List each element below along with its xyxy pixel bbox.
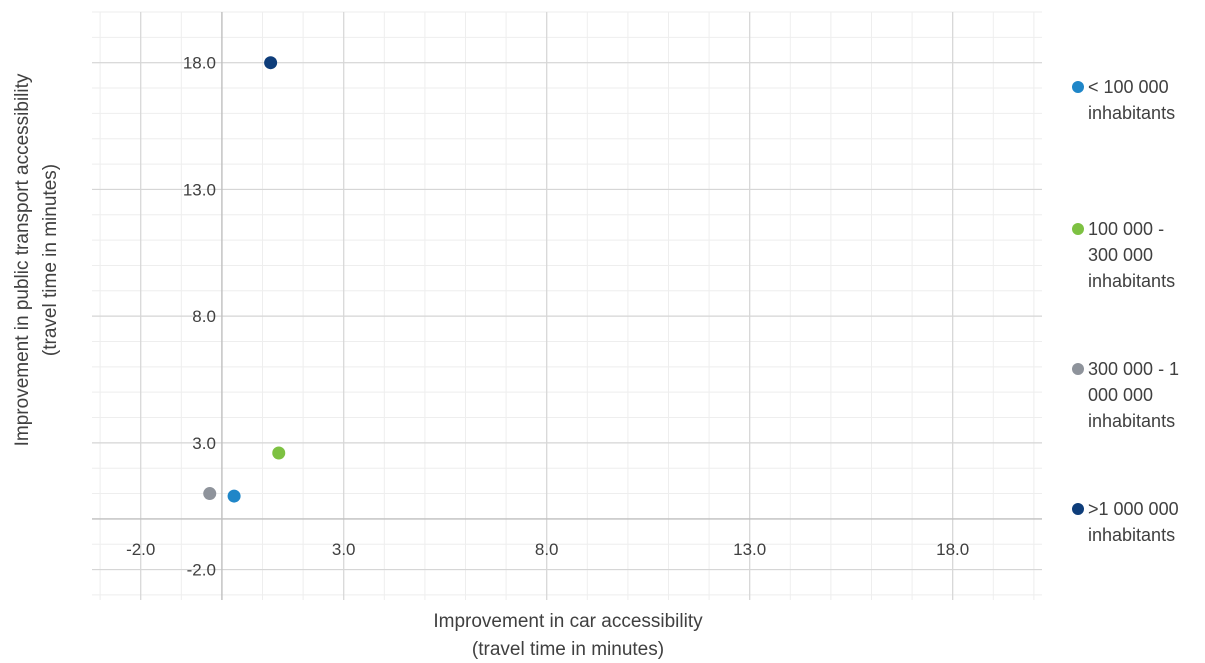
x-tick-label: 3.0 bbox=[332, 540, 356, 559]
axes bbox=[92, 12, 1042, 600]
x-axis-title-line1: Improvement in car accessibility bbox=[433, 611, 703, 632]
legend-label: 100 000 -300 000 inhabitants bbox=[1088, 219, 1176, 291]
y-tick-label: 13.0 bbox=[183, 180, 216, 199]
data-point bbox=[272, 446, 286, 460]
x-tick-label: -2.0 bbox=[126, 540, 155, 559]
legend-marker-icon bbox=[1072, 223, 1084, 235]
data-point bbox=[203, 487, 217, 501]
legend-item-gt-1m: >1 000 000 inhabitants bbox=[1072, 498, 1204, 548]
data-points bbox=[203, 56, 286, 503]
y-axis-title-line2: (travel time in minutes) bbox=[40, 164, 61, 356]
legend-item-100k-300k: 100 000 -300 000 inhabitants bbox=[1072, 218, 1204, 294]
y-tick-label: -2.0 bbox=[187, 561, 216, 580]
legend-label: < 100 000 inhabitants bbox=[1088, 77, 1176, 123]
y-tick-label: 18.0 bbox=[183, 54, 216, 73]
legend-marker-icon bbox=[1072, 81, 1084, 93]
gridlines bbox=[92, 11, 1042, 600]
x-axis-title-line2: (travel time in minutes) bbox=[472, 639, 664, 660]
legend-label: 300 000 - 1 000 000 inhabitants bbox=[1088, 359, 1180, 431]
y-tick-label: 3.0 bbox=[192, 434, 216, 453]
y-tick-label: 8.0 bbox=[192, 307, 216, 326]
legend-marker-icon bbox=[1072, 363, 1084, 375]
data-point bbox=[264, 56, 278, 70]
legend-label: >1 000 000 inhabitants bbox=[1088, 499, 1179, 545]
legend-item-300k-1m: 300 000 - 1 000 000 inhabitants bbox=[1072, 358, 1204, 434]
data-point bbox=[227, 489, 241, 503]
legend-marker-icon bbox=[1072, 503, 1084, 515]
x-tick-label: 8.0 bbox=[535, 540, 559, 559]
x-tick-label: 18.0 bbox=[936, 540, 969, 559]
y-axis-title-line1: Improvement in public transport accessib… bbox=[12, 73, 33, 446]
x-tick-label: 13.0 bbox=[733, 540, 766, 559]
tick-labels: -2.0 3.0 8.0 13.0 18.0 -2.0 3.0 8.0 13.0 18.0 bbox=[126, 54, 969, 580]
legend-item-lt-100k: < 100 000 inhabitants bbox=[1072, 76, 1204, 126]
